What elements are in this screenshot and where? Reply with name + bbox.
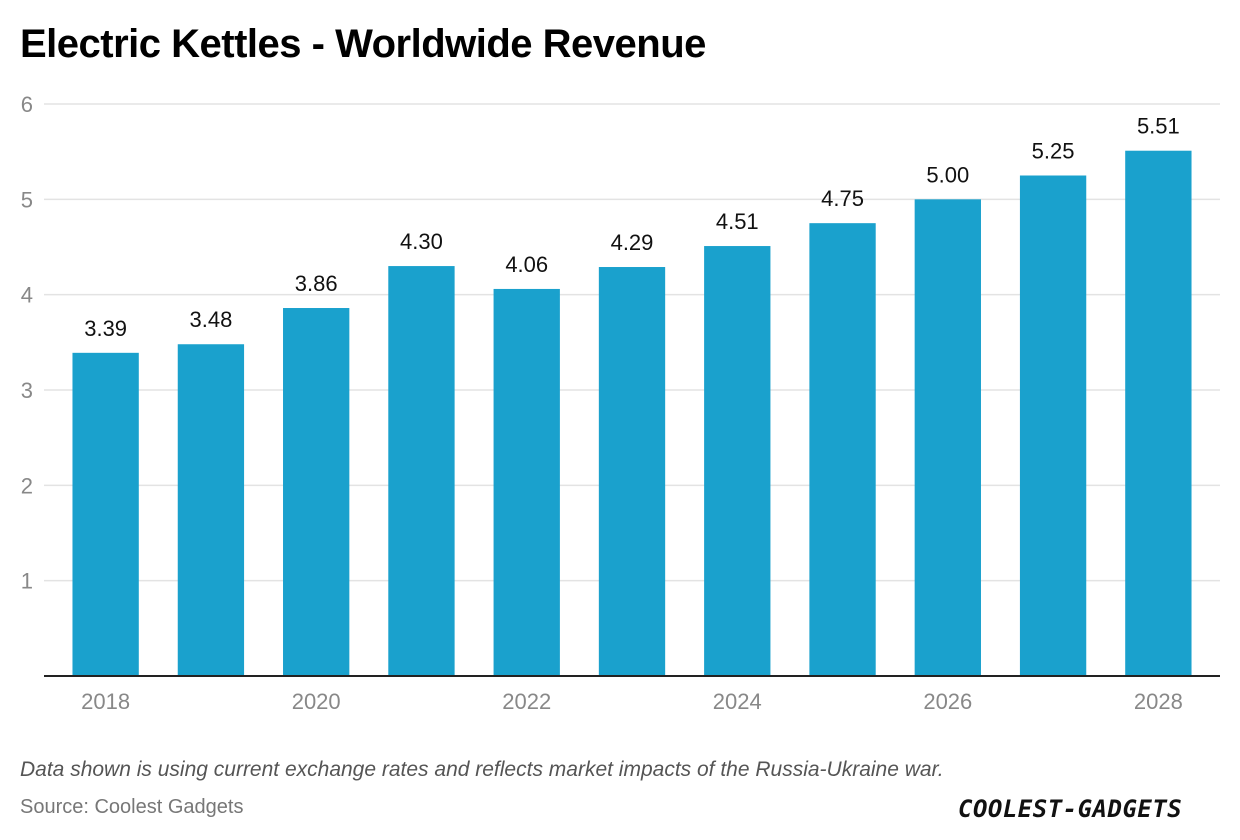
chart-footnote: Data shown is using current exchange rat… xyxy=(20,758,944,781)
x-tick-label: 2028 xyxy=(1134,689,1183,714)
value-label: 4.75 xyxy=(821,186,864,211)
bar xyxy=(809,223,876,676)
source-credit: Source: Coolest Gadgets xyxy=(20,796,244,818)
bar xyxy=(72,352,139,676)
y-tick-label: 6 xyxy=(21,92,33,117)
bar xyxy=(388,266,455,676)
y-tick-label: 1 xyxy=(21,569,33,594)
bar-chart: 1 2 3 4 5 6 3.39 3.48 3.86 4.30 4.06 4.29 4.51 4.75 5.… xyxy=(21,92,1220,714)
value-label: 3.86 xyxy=(295,271,338,296)
brand-logo: COOLEST-GADGETS xyxy=(958,795,1183,823)
value-label: 3.48 xyxy=(189,307,232,332)
value-label: 4.29 xyxy=(611,230,654,255)
bar xyxy=(1019,175,1087,676)
bar xyxy=(598,267,666,676)
value-label: 5.00 xyxy=(926,162,969,187)
value-label: 4.30 xyxy=(400,229,443,254)
value-label: 4.51 xyxy=(716,209,759,234)
x-tick-label: 2024 xyxy=(713,689,762,714)
value-label: 3.39 xyxy=(84,316,127,341)
bar xyxy=(1125,150,1192,677)
bar xyxy=(493,288,560,676)
bar xyxy=(283,308,350,676)
y-tick-label: 5 xyxy=(21,187,33,212)
x-tick-label: 2026 xyxy=(923,689,972,714)
y-tick-label: 4 xyxy=(21,283,33,308)
bar xyxy=(914,199,981,677)
value-label: 5.51 xyxy=(1137,114,1180,139)
value-label: 4.06 xyxy=(505,252,548,277)
x-tick-label: 2018 xyxy=(81,689,130,714)
y-tick-label: 2 xyxy=(21,473,33,498)
chart-title: Electric Kettles - Worldwide Revenue xyxy=(20,22,706,66)
value-label: 5.25 xyxy=(1032,139,1075,164)
bar xyxy=(177,344,245,676)
x-tick-label: 2020 xyxy=(292,689,341,714)
x-tick-label: 2022 xyxy=(502,689,551,714)
y-tick-label: 3 xyxy=(21,378,33,403)
bar xyxy=(704,246,771,676)
